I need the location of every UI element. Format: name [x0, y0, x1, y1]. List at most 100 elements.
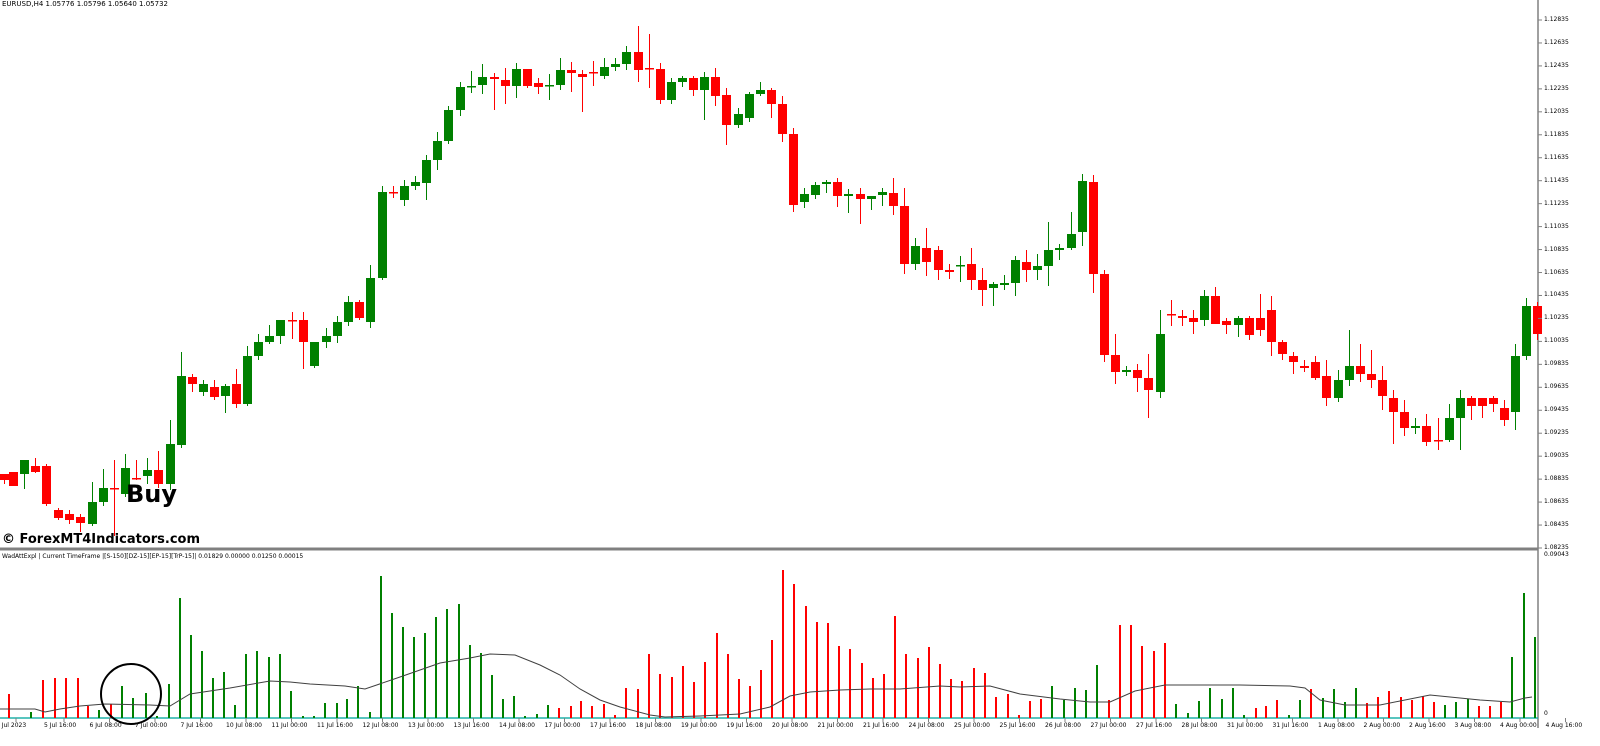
bear-candle: [689, 78, 698, 90]
bear-candle: [9, 472, 18, 486]
bull-candle: [1078, 181, 1087, 232]
bear-candle: [934, 250, 943, 270]
bull-candle: [143, 470, 152, 476]
bear-candle: [1467, 398, 1476, 406]
bear-candle: [1400, 412, 1409, 428]
time-tick-label: 7 Jul 16:00: [180, 722, 213, 729]
time-tick-label: 27 Jul 00:00: [1090, 722, 1127, 729]
indicator-scale-label: 0.09043: [1544, 551, 1569, 558]
price-tick-label: 1.10235: [1544, 314, 1569, 322]
bear-candle: [856, 194, 865, 199]
bear-candle: [31, 466, 40, 472]
bull-candle: [456, 87, 465, 110]
bear-candle: [355, 302, 364, 318]
bear-candle: [1267, 310, 1276, 342]
bull-candle: [734, 114, 743, 125]
bear-candle: [978, 280, 987, 290]
bull-candle: [221, 386, 230, 396]
price-tick-label: 1.09835: [1544, 360, 1569, 368]
bear-candle: [1311, 362, 1320, 378]
bull-candle: [20, 460, 29, 474]
bull-candle: [611, 64, 620, 67]
time-tick-label: 2 Aug 00:00: [1363, 722, 1401, 729]
bull-candle: [756, 90, 765, 94]
time-tick-label: 3 Aug 08:00: [1454, 722, 1492, 729]
bull-candle: [88, 502, 97, 524]
bear-candle: [922, 248, 931, 262]
price-tick-label: 1.08235: [1544, 544, 1569, 551]
bull-candle: [1200, 296, 1209, 320]
time-tick-label: 19 Jul 00:00: [681, 722, 717, 729]
bear-candle: [889, 193, 898, 206]
time-tick-label: 25 Jul 16:00: [999, 722, 1036, 729]
bear-candle: [900, 206, 909, 264]
bull-candle: [1055, 248, 1064, 250]
bull-candle: [956, 265, 965, 267]
bear-candle: [1111, 355, 1120, 372]
bear-candle: [578, 74, 587, 77]
bear-candle: [1367, 374, 1376, 380]
price-tick-label: 1.09635: [1544, 383, 1569, 391]
bull-candle: [400, 186, 409, 200]
bear-candle: [656, 69, 665, 100]
bull-candle: [366, 278, 375, 322]
bear-candle: [389, 192, 398, 194]
bull-candle: [422, 160, 431, 183]
bull-candle: [600, 67, 609, 76]
time-tick-label: 17 Jul 00:00: [544, 722, 581, 729]
bull-candle: [276, 320, 285, 336]
bull-candle: [199, 384, 208, 392]
bull-candle: [378, 192, 387, 278]
bull-candle: [1000, 283, 1009, 285]
price-tick-label: 1.12235: [1544, 84, 1569, 92]
price-tick-label: 1.12835: [1544, 16, 1569, 23]
bear-candle: [501, 80, 510, 86]
time-tick-label: 31 Jul 00:00: [1227, 722, 1263, 729]
bear-candle: [0, 474, 9, 480]
bear-candle: [1356, 366, 1365, 374]
time-tick-label: 21 Jul 00:00: [817, 722, 854, 729]
bull-candle: [433, 141, 442, 160]
price-tick-label: 1.09035: [1544, 452, 1569, 460]
bear-candle: [132, 478, 141, 480]
bear-candle: [589, 72, 598, 74]
price-tick-label: 1.08435: [1544, 521, 1569, 529]
price-tick-label: 1.09235: [1544, 429, 1569, 437]
bull-candle: [1456, 398, 1465, 418]
bull-candle: [444, 110, 453, 141]
price-tick-label: 1.09435: [1544, 406, 1569, 414]
time-tick-label: 20 Jul 08:00: [772, 722, 808, 729]
time-tick-label: 14 Jul 08:00: [499, 722, 535, 729]
bull-candle: [1033, 266, 1042, 270]
time-tick-label: 11 Jul 16:00: [317, 722, 353, 729]
bear-candle: [634, 52, 643, 70]
bull-candle: [1345, 366, 1354, 380]
bull-candle: [622, 52, 631, 64]
bear-candle: [1300, 366, 1309, 368]
bear-candle: [1422, 426, 1431, 442]
time-tick-label: 17 Jul 16:00: [590, 722, 626, 729]
bear-candle: [722, 95, 731, 125]
bull-candle: [1511, 356, 1520, 412]
time-tick-label: 4 Aug 16:00: [1545, 722, 1583, 729]
bear-candle: [1245, 318, 1254, 335]
price-tick-label: 1.11435: [1544, 176, 1569, 184]
bear-candle: [76, 517, 85, 523]
time-tick-label: 12 Jul 08:00: [362, 722, 399, 729]
bull-candle: [1334, 380, 1343, 398]
price-tick-label: 1.10635: [1544, 268, 1569, 276]
buy-annotation: Buy: [126, 480, 178, 508]
bear-candle: [1533, 306, 1542, 334]
bear-candle: [188, 377, 197, 384]
time-tick-label: 21 Jul 16:00: [863, 722, 899, 729]
bull-candle: [844, 194, 853, 196]
bear-candle: [711, 77, 720, 96]
time-tick-label: 2 Aug 16:00: [1409, 722, 1446, 729]
bull-candle: [121, 468, 130, 494]
bear-candle: [299, 320, 308, 342]
price-tick-label: 1.12035: [1544, 107, 1569, 115]
bull-candle: [333, 322, 342, 336]
bear-candle: [1167, 314, 1176, 316]
bear-candle: [967, 264, 976, 280]
